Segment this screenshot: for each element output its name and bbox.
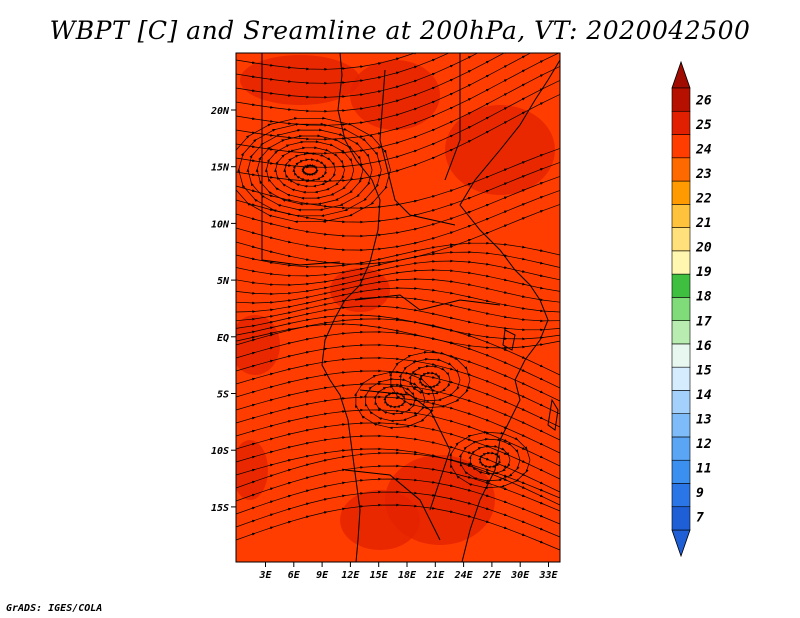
y-tick-label: EQ [217, 333, 229, 344]
colorbar-label: 9 [696, 486, 704, 501]
colorbar-segment [671, 204, 691, 228]
colorbar-segment [671, 320, 691, 345]
colorbar-label: 12 [696, 437, 712, 452]
y-tick-label: 10N [211, 219, 230, 230]
x-tick-label: 9E [316, 570, 329, 581]
y-tick-label: 20N [210, 106, 230, 117]
y-tick-label: 5S [217, 390, 229, 401]
warm-patch [236, 440, 268, 500]
colorbar-label: 24 [695, 142, 712, 157]
colorbar-label: 11 [696, 462, 712, 477]
x-tick-label: 24E [454, 570, 474, 581]
colorbar-segment [671, 297, 691, 321]
warm-patch [240, 55, 360, 105]
x-tick-label: 27E [482, 570, 502, 581]
colorbar-segment [671, 110, 691, 135]
map-panel [235, 52, 561, 563]
x-tick-label: 21E [425, 570, 445, 581]
colorbar-label: 7 [696, 511, 704, 526]
colorbar-segment [671, 413, 691, 438]
y-tick-label: 5N [217, 276, 230, 287]
footer-credit: GrADS: IGES/COLA [6, 603, 103, 614]
warm-patch [340, 490, 420, 550]
streamline [389, 350, 471, 410]
colorbar-label: 21 [695, 216, 712, 231]
map-frame [235, 52, 561, 563]
x-tick-label: 15E [370, 570, 389, 581]
colorbar-segment [671, 273, 691, 298]
colorbar-label: 16 [696, 339, 712, 354]
colorbar-segment [671, 134, 691, 159]
y-tick-label: 15S [211, 503, 229, 514]
colorbar-label: 14 [696, 388, 712, 403]
colorbar-tip-high [671, 60, 691, 89]
colorbar-segment [671, 390, 691, 414]
colorbar-segment [671, 343, 691, 368]
colorbar-segment [671, 157, 691, 182]
colorbar-label: 17 [696, 314, 712, 329]
island-outline [547, 398, 559, 431]
y-tick-label: 15N [211, 163, 230, 174]
colorbar-segment [671, 87, 691, 112]
colorbar-segment [671, 483, 691, 508]
colorbar-segment [671, 227, 691, 252]
colorbar-label: 13 [696, 413, 712, 428]
colorbar-label: 18 [696, 290, 712, 305]
colorbar-label: 26 [695, 93, 712, 108]
colorbar-segment [671, 250, 691, 275]
colorbar: 7 9 11 12 13 14 15 16 17 18 19 20 21 22 23 24 25 26 [671, 60, 712, 558]
streamlines [236, 53, 560, 551]
streamline [449, 430, 531, 490]
latitude-axis: 20N 15N 10N 5N EQ 5S 10S 15S [210, 106, 236, 514]
x-tick-label: 3E [258, 570, 272, 581]
warm-patch [236, 315, 280, 375]
warm-patch [350, 60, 440, 130]
map-title: WBPT [C] and Sreamline at 200hPa, VT: 20… [49, 16, 751, 45]
y-tick-label: 10S [211, 446, 229, 457]
x-tick-label: 6E [288, 570, 301, 581]
colorbar-label: 23 [695, 167, 712, 182]
longitude-axis: 3E 6E 9E 12E 15E 18E 21E 24E 27E 30E 33E [258, 562, 559, 581]
colorbar-segment [671, 459, 691, 484]
colorbar-segment [671, 180, 691, 205]
colorbar-label: 20 [695, 241, 712, 256]
streamline [236, 503, 560, 551]
colorbar-label: 25 [695, 118, 712, 133]
colorbar-label: 15 [696, 363, 712, 378]
x-tick-label: 18E [398, 570, 417, 581]
colorbar-label: 19 [696, 265, 712, 280]
x-tick-label: 33E [538, 570, 558, 581]
colorbar-tip-low [671, 529, 691, 558]
x-tick-label: 30E [510, 570, 530, 581]
colorbar-segment [671, 436, 691, 461]
colorbar-label: 22 [695, 192, 712, 207]
colorbar-segment [671, 366, 691, 391]
x-tick-label: 12E [341, 570, 360, 581]
colorbar-segment [671, 506, 691, 531]
